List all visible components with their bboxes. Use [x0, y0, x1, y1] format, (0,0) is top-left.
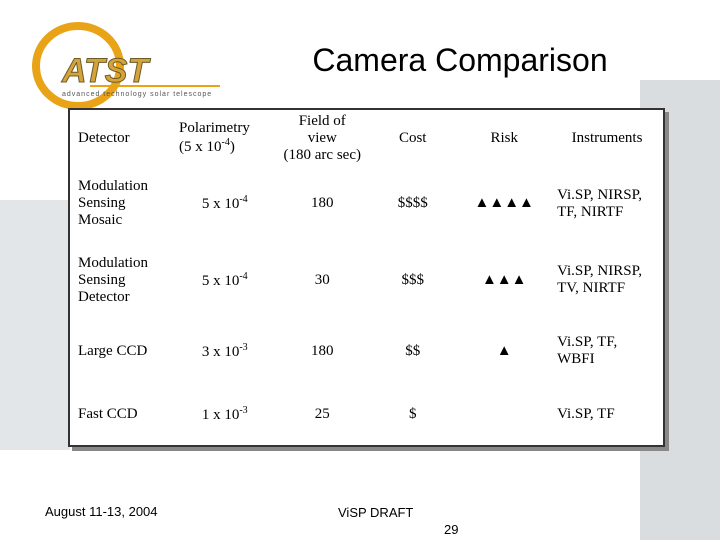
cell-text: Instruments [571, 129, 643, 146]
cell-text: Vi.SP, TF [557, 405, 615, 422]
table-cell: Fast CCD [69, 383, 173, 446]
cell-text: Field of view [298, 112, 346, 146]
table-cell: $ [368, 383, 457, 446]
cell-text: Vi.SP, NIRSP, TF, NIRTF [557, 186, 643, 220]
header-row: Detector Polarimetry (5 x 10-4) Field of vi… [69, 109, 664, 166]
logo-tagline: advanced technology solar telescope [62, 91, 212, 98]
cell-text: Polarimetry [179, 120, 250, 136]
cell-text: Vi.SP, TF, WBFI [557, 334, 618, 367]
cell-text: Cost [398, 129, 427, 146]
slide-title: Camera Comparison [312, 42, 608, 78]
logo-text: ATST [61, 52, 151, 90]
table-cell: $$ [368, 319, 457, 383]
table-row: Large CCD 3 x 10-3 180 $$ ▲ Vi.SP, TF, WBFI [69, 319, 664, 383]
cell-text: 5 x 10 [201, 196, 240, 212]
header-cell: Field of view (180 arc sec) [276, 109, 368, 166]
table-row: Modulation Sensing Detector 5 x 10-4 30 $$$… [69, 241, 664, 319]
exponent: -4 [221, 137, 230, 148]
table-cell: $$$$ [368, 166, 457, 241]
table-cell: ▲▲▲ [457, 241, 551, 319]
logo-ring [32, 22, 124, 110]
exponent: -4 [239, 270, 248, 282]
exponent: -3 [239, 404, 248, 416]
cell-text: 180 [311, 195, 334, 211]
cell-text: ▲▲▲ [481, 271, 527, 288]
cell-text: $$ [405, 342, 421, 359]
table-cell: Vi.SP, NIRSP, TF, NIRTF [551, 166, 664, 241]
header-cell: Polarimetry (5 x 10-4) [173, 109, 276, 166]
comparison-table: Detector Polarimetry (5 x 10-4) Field of vi… [68, 108, 665, 447]
cell-text: 180 [311, 342, 334, 359]
cell-text: ▲ [496, 342, 512, 359]
footer-date: August 11-13, 2004 [45, 504, 158, 519]
table-cell [457, 383, 551, 446]
background-image [0, 200, 70, 450]
cell-text: Vi.SP, NIRSP, TV, NIRTF [557, 263, 643, 296]
exponent: -4 [239, 194, 248, 205]
cell-text: Large CCD [78, 342, 148, 359]
table-cell: Large CCD [69, 319, 173, 383]
table-row: Modulation Sensing Mosaic 5 x 10-4 180 $$$$… [69, 166, 664, 241]
cell-text: $$$ [401, 271, 424, 288]
table-cell: 25 [276, 383, 368, 446]
logo: ATST advanced technology solar telescope [32, 22, 220, 110]
table-cell: 180 [276, 166, 368, 241]
cell-text: Modulation Sensing Detector [78, 254, 148, 305]
table-cell: ▲ [457, 319, 551, 383]
table-cell: 1 x 10-3 [173, 383, 276, 446]
cell-text: 1 x 10 [201, 406, 240, 423]
table-cell: ▲▲▲▲ [457, 166, 551, 241]
table-cell: Vi.SP, TF [551, 383, 664, 446]
cell-text: 30 [314, 271, 330, 288]
cell-text: Risk [490, 129, 518, 146]
table-cell: 30 [276, 241, 368, 319]
table-row: Fast CCD 1 x 10-3 25 $ Vi.SP, TF [69, 383, 664, 446]
table-cell: 5 x 10-4 [173, 241, 276, 319]
table-cell: Vi.SP, TF, WBFI [551, 319, 664, 383]
header-detail: (180 arc sec) [283, 146, 361, 163]
cell-text: $$$$ [397, 195, 428, 211]
cell-text: Modulation Sensing Mosaic [78, 178, 148, 228]
cell-text: ▲▲▲▲ [474, 195, 534, 211]
table-cell: 5 x 10-4 [173, 166, 276, 241]
header-detail: (5 x 10 [179, 139, 222, 155]
footer-draft: ViSP DRAFT [338, 505, 414, 520]
cell-text: $ [408, 405, 417, 422]
header-cell: Instruments [551, 109, 664, 166]
header-cell: Risk [457, 109, 551, 166]
header-detail: ) [229, 139, 235, 155]
cell-text: Detector [78, 129, 130, 146]
header-cell: Cost [368, 109, 457, 166]
cell-text: 3 x 10 [201, 343, 240, 360]
table-body: Detector Polarimetry (5 x 10-4) Field of vi… [69, 109, 664, 446]
cell-text: Fast CCD [78, 405, 138, 422]
table-cell: 3 x 10-3 [173, 319, 276, 383]
table-cell: $$$ [368, 241, 457, 319]
page-number: 29 [444, 522, 459, 537]
header-cell: Detector [69, 109, 173, 166]
cell-text: 5 x 10 [201, 272, 240, 289]
table-cell: Modulation Sensing Mosaic [69, 166, 173, 241]
table-cell: 180 [276, 319, 368, 383]
exponent: -3 [239, 341, 248, 353]
table-cell: Modulation Sensing Detector [69, 241, 173, 319]
cell-text: 25 [314, 405, 330, 422]
table-cell: Vi.SP, NIRSP, TV, NIRTF [551, 241, 664, 319]
